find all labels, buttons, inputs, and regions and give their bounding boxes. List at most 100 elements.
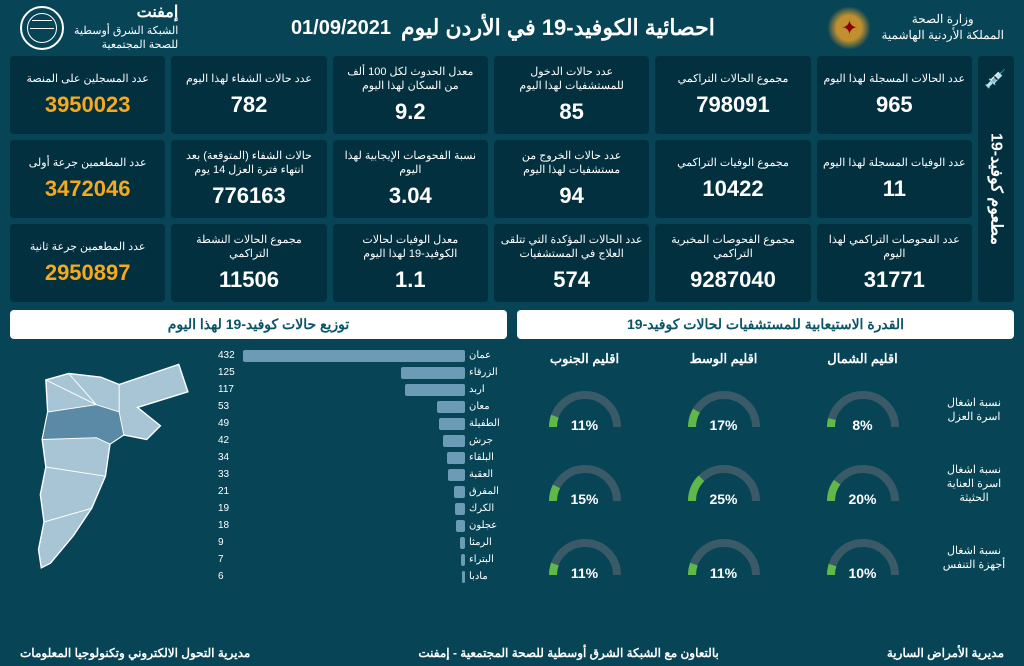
jordan-map xyxy=(10,347,210,587)
page-title: احصائية الكوفيد-19 في الأردن ليوم xyxy=(401,15,715,41)
distribution-title: توزيع حالات كوفيد-19 لهذا اليوم xyxy=(10,310,507,339)
stat-card-total_cases: مجموع الحالات التراكمي798091 xyxy=(655,56,810,134)
stat-label: عدد حالات الخروج من مستشفيات لهذا اليوم xyxy=(500,149,643,178)
org-sub1: الشبكة الشرق أوسطية xyxy=(74,24,178,38)
gauge-percent: 8% xyxy=(852,417,872,433)
bar-row: عمان432 xyxy=(218,347,507,364)
stat-value: 9.2 xyxy=(339,99,482,125)
stat-label: معدل الحدوث لكل 100 ألف من السكان لهذا ا… xyxy=(339,65,482,94)
gauge-percent: 10% xyxy=(848,565,876,581)
distribution-panel: توزيع حالات كوفيد-19 لهذا اليوم عمان432 ا… xyxy=(10,310,507,593)
bar-value: 432 xyxy=(218,350,235,361)
capacity-gauge: 20% xyxy=(795,449,930,519)
footer-right: مديرية الأمراض السارية xyxy=(887,646,1004,660)
capacity-gauge: 10% xyxy=(795,523,930,593)
bar-value: 19 xyxy=(218,503,229,514)
capacity-region-header: اقليم الجنوب xyxy=(517,347,652,371)
stat-label: مجموع الفحوصات المخبرية التراكمي xyxy=(661,233,804,262)
capacity-gauge: 25% xyxy=(656,449,791,519)
capacity-gauge: 11% xyxy=(656,523,791,593)
bar-value: 18 xyxy=(218,520,229,531)
stat-card-recoveries: عدد حالات الشفاء لهذا اليوم782 xyxy=(171,56,326,134)
stat-card-new_cases: عدد الحالات المسجلة لهذا اليوم 965 xyxy=(817,56,972,134)
bar-label: البلقاء xyxy=(469,452,507,463)
stat-card-in_hospital: عدد الحالات المؤكدة التي تتلقى العلاج في… xyxy=(494,224,649,302)
ministry-line1: وزارة الصحة xyxy=(881,12,1004,28)
capacity-row-label: نسبة اشغال اسرة العناية الحثيثة xyxy=(934,449,1014,519)
syringe-icon: 💉 xyxy=(985,68,1007,90)
capacity-region-header: اقليم الوسط xyxy=(656,347,791,371)
stat-card-total_deaths: مجموع الوفيات التراكمي 10422 xyxy=(655,140,810,218)
bar-row: البتراء 7 xyxy=(218,551,507,568)
stat-label: معدل الوفيات لحالات الكوفيد-19 لهذا اليو… xyxy=(339,233,482,262)
stat-card-expected_recoveries: حالات الشفاء (المتوقعة) بعد انتهاء فترة … xyxy=(171,140,326,218)
bar-row: معان53 xyxy=(218,398,507,415)
stat-card-total_lab_tests: مجموع الفحوصات المخبرية التراكمي9287040 xyxy=(655,224,810,302)
stat-label: عدد الحالات المسجلة لهذا اليوم xyxy=(823,72,966,86)
stat-card-registered: عدد المسجلين على المنصة3950023 xyxy=(10,56,165,134)
stat-label: مجموع الحالات النشطة التراكمي xyxy=(177,233,320,262)
stat-value: 10422 xyxy=(661,176,804,202)
stat-card-total_tests: عدد الفحوصات التراكمي لهذا اليوم31771 xyxy=(817,224,972,302)
capacity-gauge: 17% xyxy=(656,375,791,445)
gauge-percent: 15% xyxy=(570,491,598,507)
bar-value: 21 xyxy=(218,486,229,497)
bar-row: البلقاء34 xyxy=(218,449,507,466)
stat-value: 1.1 xyxy=(339,267,482,293)
bar-row: الطفيلة49 xyxy=(218,415,507,432)
stat-label: عدد المطعمين جرعة ثانية xyxy=(16,240,159,254)
bar-value: 53 xyxy=(218,401,229,412)
gauge-percent: 17% xyxy=(709,417,737,433)
globe-icon xyxy=(20,6,64,50)
footer: مديرية الأمراض السارية بالتعاون مع الشبك… xyxy=(0,640,1024,666)
map-region-highlight xyxy=(42,405,124,444)
capacity-grid: اقليم الجنوباقليم الوسطاقليم الشمال 11% 17… xyxy=(517,347,1014,593)
report-date: 01/09/2021 xyxy=(291,17,391,40)
bar-row: العقبة33 xyxy=(218,466,507,483)
bar-label: الرمثا xyxy=(469,537,507,548)
bar-value: 42 xyxy=(218,435,229,446)
bar-label: الكرك xyxy=(469,503,507,514)
stat-label: عدد المسجلين على المنصة xyxy=(16,72,159,86)
stat-value: 965 xyxy=(823,92,966,118)
footer-center: بالتعاون مع الشبكة الشرق أوسطية للصحة ال… xyxy=(418,646,718,660)
stat-label: عدد المطعمين جرعة أولى xyxy=(16,156,159,170)
capacity-gauge: 11% xyxy=(517,375,652,445)
stat-card-active_cases: مجموع الحالات النشطة التراكمي11506 xyxy=(171,224,326,302)
stat-card-dose2: عدد المطعمين جرعة ثانية 2950897 xyxy=(10,224,165,302)
stat-card-positivity: نسبة الفحوصات الإيجابية لهذا اليوم3.04 xyxy=(333,140,488,218)
capacity-gauge: 8% xyxy=(795,375,930,445)
stats-grid: 💉مطعوم كوفيد-19 عدد المسجلين على المنصة39… xyxy=(0,56,1024,302)
ministry-block: وزارة الصحة المملكة الأردنية الهاشمية xyxy=(827,6,1004,50)
capacity-gauge: 11% xyxy=(517,523,652,593)
gauge-percent: 11% xyxy=(571,417,598,433)
capacity-title: القدرة الاستيعابية للمستشفيات لحالات كوف… xyxy=(517,310,1014,339)
org-sub2: للصحة المجتمعية xyxy=(74,38,178,52)
bar-label: العقبة xyxy=(469,469,507,480)
stat-value: 85 xyxy=(500,99,643,125)
bar-label: عجلون xyxy=(469,520,507,531)
gauge-percent: 11% xyxy=(571,565,598,581)
stat-value: 782 xyxy=(177,92,320,118)
stat-label: حالات الشفاء (المتوقعة) بعد انتهاء فترة … xyxy=(177,149,320,178)
jordan-emblem-icon xyxy=(827,6,871,50)
footer-left: مديرية التحول الالكتروني وتكنولوجيا المع… xyxy=(20,646,250,660)
stat-label: مجموع الوفيات التراكمي xyxy=(661,156,804,170)
ministry-line2: المملكة الأردنية الهاشمية xyxy=(881,28,1004,44)
stat-card-deaths_today: عدد الوفيات المسجلة لهذا اليوم11 xyxy=(817,140,972,218)
bar-label: البتراء xyxy=(469,554,507,565)
stat-card-dose1: عدد المطعمين جرعة أولى3472046 xyxy=(10,140,165,218)
gauge-percent: 25% xyxy=(709,491,737,507)
bar-value: 9 xyxy=(218,537,224,548)
bar-row: الرمثا 9 xyxy=(218,534,507,551)
capacity-row-label: نسبة اشغال أجهزة التنفس xyxy=(934,523,1014,593)
stat-card-incidence: معدل الحدوث لكل 100 ألف من السكان لهذا ا… xyxy=(333,56,488,134)
bar-row: مادبا6 xyxy=(218,568,507,585)
org-name: إمفنت xyxy=(74,3,178,24)
stat-value: 2950897 xyxy=(16,260,159,286)
capacity-panel: القدرة الاستيعابية للمستشفيات لحالات كوف… xyxy=(517,310,1014,593)
stat-value: 798091 xyxy=(661,92,804,118)
capacity-region-header: اقليم الشمال xyxy=(795,347,930,371)
bar-value: 7 xyxy=(218,554,224,565)
vaccine-vertical-label: 💉مطعوم كوفيد-19 xyxy=(978,56,1014,302)
